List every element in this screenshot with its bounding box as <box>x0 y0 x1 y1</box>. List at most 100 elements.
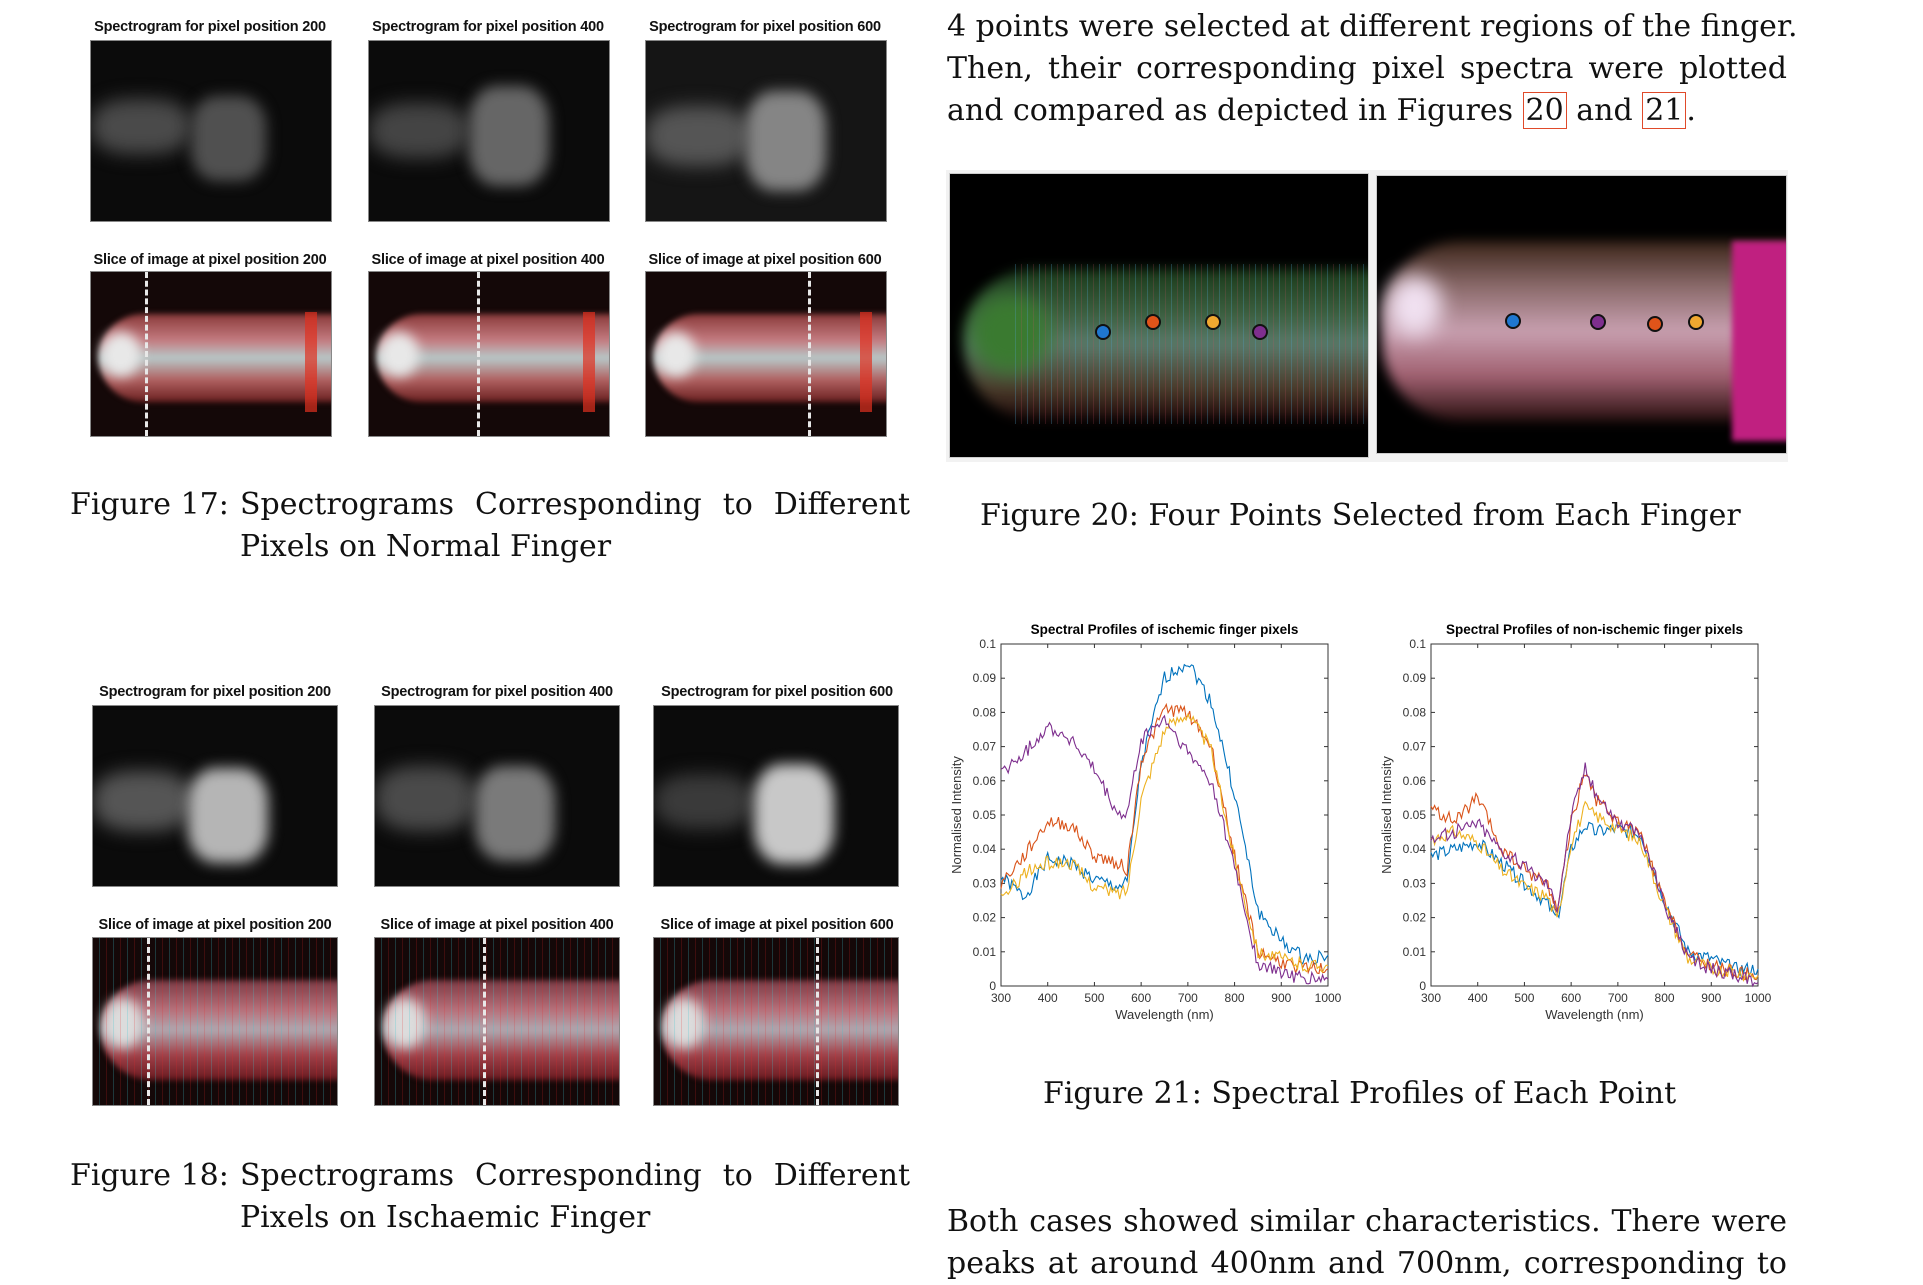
y-tick-label: 0.05 <box>1403 808 1427 822</box>
y-tick-label: 0.04 <box>1403 842 1427 856</box>
y-tick-label: 0.02 <box>1403 911 1427 925</box>
x-tick-label: 500 <box>1514 991 1534 1005</box>
y-tick-label: 0.07 <box>973 740 997 754</box>
fig17-spectrogram-200 <box>90 40 332 222</box>
fig18-spectrogram-title-600: Spectrogram for pixel position 600 <box>661 684 893 700</box>
y-tick-label: 0.08 <box>1403 705 1427 719</box>
fig17-caption-line2: Pixels on Normal Finger <box>240 529 612 564</box>
y-tick-label: 0.04 <box>973 842 997 856</box>
y-tick-label: 0.05 <box>973 808 997 822</box>
fig20-point-yellow <box>1688 314 1704 330</box>
x-tick-label: 400 <box>1038 991 1058 1005</box>
chart-non-ischemic-spectral-profiles: Spectral Profiles of non-ischemic finger… <box>1379 622 1772 1022</box>
x-tick-label: 600 <box>1131 991 1151 1005</box>
fig17-caption-line1: Spectrograms Corresponding to Different <box>240 487 910 522</box>
position-marker-line <box>483 938 486 1105</box>
fig17-spectrogram-title-600: Spectrogram for pixel position 600 <box>649 19 881 35</box>
fig20-point-orange <box>1647 316 1663 332</box>
fig20-caption: Figure 20: Four Points Selected from Eac… <box>980 498 1741 533</box>
x-tick-label: 900 <box>1701 991 1721 1005</box>
position-marker-line <box>816 938 819 1105</box>
chart-title: Spectral Profiles of non-ischemic finger… <box>1446 622 1743 637</box>
x-tick-label: 900 <box>1271 991 1291 1005</box>
series-line-yellow <box>1000 712 1329 973</box>
intro-line-3-period: . <box>1686 93 1696 128</box>
position-marker-line <box>147 938 150 1105</box>
fig17-spectrogram-title-400: Spectrogram for pixel position 400 <box>372 19 604 35</box>
y-tick-label: 0.02 <box>973 911 997 925</box>
fig21-caption: Figure 21: Spectral Profiles of Each Poi… <box>1043 1076 1677 1111</box>
fig20-normal-finger-image <box>1376 175 1787 454</box>
y-tick-label: 0.01 <box>1403 945 1427 959</box>
fig18-spectrogram-400 <box>374 705 620 887</box>
x-axis-label: Wavelength (nm) <box>1115 1007 1214 1022</box>
fig20-point-orange <box>1145 314 1161 330</box>
fig18-slice-200 <box>92 937 338 1106</box>
position-marker-line <box>477 272 480 436</box>
series-line-purple <box>1430 762 1759 988</box>
y-tick-label: 0.01 <box>973 945 997 959</box>
position-marker-line <box>145 272 148 436</box>
fig17-slice-400 <box>368 271 610 437</box>
fig17-slice-title-400: Slice of image at pixel position 400 <box>371 252 605 268</box>
x-axis-label: Wavelength (nm) <box>1545 1007 1644 1022</box>
fig18-caption-line1: Spectrograms Corresponding to Different <box>240 1158 910 1193</box>
fig17-slice-title-600: Slice of image at pixel position 600 <box>648 252 882 268</box>
y-tick-label: 0.1 <box>979 637 996 651</box>
fig18-spectrogram-title-200: Spectrogram for pixel position 200 <box>99 684 331 700</box>
plot-area <box>1000 643 1329 987</box>
fig20-point-blue <box>1505 313 1521 329</box>
series-line-purple <box>1000 714 1329 985</box>
fig20-point-yellow <box>1205 314 1221 330</box>
fig18-slice-400 <box>374 937 620 1106</box>
fig18-spectrogram-200 <box>92 705 338 887</box>
y-tick-label: 0.06 <box>973 774 997 788</box>
fig17-spectrogram-400 <box>368 40 610 222</box>
fig18-caption-label: Figure 18: <box>70 1158 229 1193</box>
fig18-caption-line2: Pixels on Ischaemic Finger <box>240 1200 651 1235</box>
intro-line-3-and: and <box>1566 93 1643 128</box>
x-tick-label: 500 <box>1084 991 1104 1005</box>
y-tick-label: 0.03 <box>973 876 997 890</box>
chart-title: Spectral Profiles of ischemic finger pix… <box>1031 622 1299 637</box>
x-tick-label: 1000 <box>1315 991 1342 1005</box>
fig20-ischemic-finger-image <box>949 173 1369 458</box>
fig18-slice-title-600: Slice of image at pixel position 600 <box>660 917 894 933</box>
y-tick-label: 0.03 <box>1403 876 1427 890</box>
fig20-point-purple <box>1590 314 1606 330</box>
y-tick-label: 0.09 <box>973 671 997 685</box>
x-tick-label: 300 <box>1421 991 1441 1005</box>
x-tick-label: 300 <box>991 991 1011 1005</box>
x-tick-label: 1000 <box>1745 991 1772 1005</box>
fig17-slice-200 <box>90 271 332 437</box>
series-line-yellow <box>1430 800 1759 982</box>
fig18-spectrogram-600 <box>653 705 899 887</box>
x-tick-label: 700 <box>1608 991 1628 1005</box>
intro-line-1: 4 points were selected at different regi… <box>947 9 1798 44</box>
chart-ischemic-spectral-profiles: Spectral Profiles of ischemic finger pix… <box>949 622 1342 1022</box>
x-tick-label: 600 <box>1561 991 1581 1005</box>
figure-21-link[interactable]: 21 <box>1642 92 1687 129</box>
y-tick-label: 0.1 <box>1409 637 1426 651</box>
intro-line-2: Then, their corresponding pixel spectra … <box>947 51 1787 86</box>
fig18-slice-title-400: Slice of image at pixel position 400 <box>380 917 614 933</box>
y-tick-label: 0.09 <box>1403 671 1427 685</box>
figure-20-link[interactable]: 20 <box>1522 92 1567 129</box>
fig17-slice-600 <box>645 271 887 437</box>
fig17-caption-label: Figure 17: <box>70 487 229 522</box>
x-tick-label: 400 <box>1468 991 1488 1005</box>
closing-line-2: peaks at around 400nm and 700nm, corresp… <box>947 1246 1787 1281</box>
fig17-spectrogram-title-200: Spectrogram for pixel position 200 <box>94 19 326 35</box>
intro-line-3-text: and compared as depicted in Figures <box>947 93 1523 128</box>
fig20-point-blue <box>1095 324 1111 340</box>
y-tick-label: 0 <box>989 979 996 993</box>
y-axis-label: Normalised Intensity <box>1379 756 1394 874</box>
y-tick-label: 0.08 <box>973 705 997 719</box>
y-axis-label: Normalised Intensity <box>949 756 964 874</box>
x-tick-label: 800 <box>1225 991 1245 1005</box>
fig18-slice-title-200: Slice of image at pixel position 200 <box>98 917 332 933</box>
x-tick-label: 800 <box>1655 991 1675 1005</box>
intro-line-3: and compared as depicted in Figures 20 a… <box>947 90 1696 132</box>
y-tick-label: 0.06 <box>1403 774 1427 788</box>
fig17-slice-title-200: Slice of image at pixel position 200 <box>93 252 327 268</box>
